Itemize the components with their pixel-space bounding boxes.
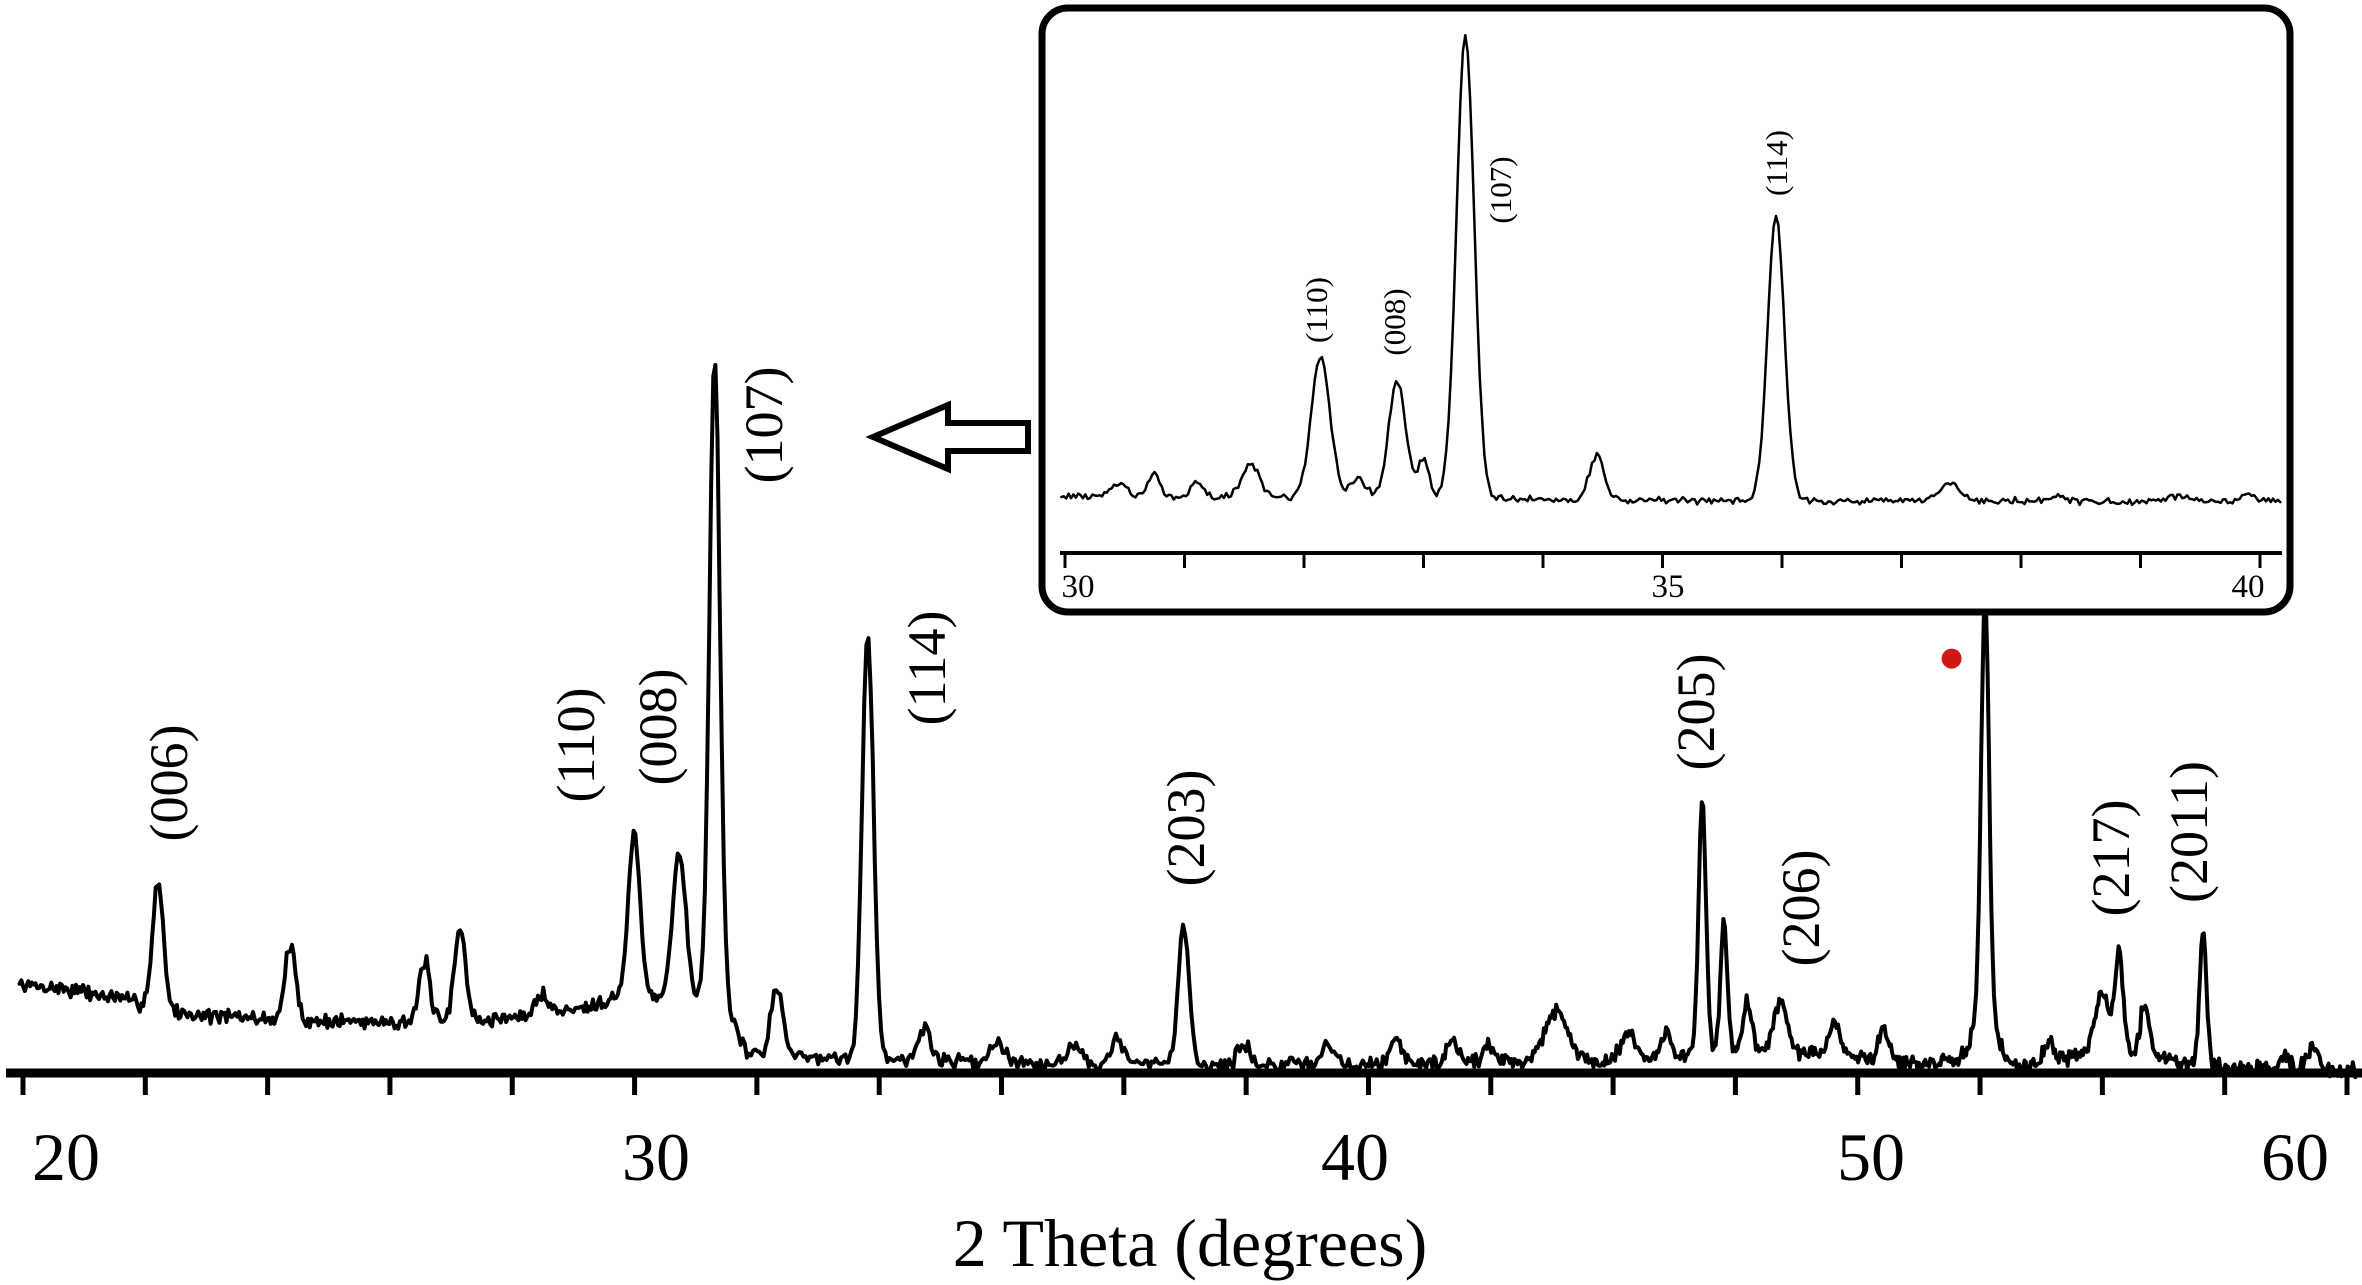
- x-axis-tick-label: 20: [32, 1119, 100, 1195]
- inset-x-axis-tick-label: 35: [1652, 569, 1685, 605]
- peak-label-203: (203): [1156, 770, 1216, 887]
- x-axis-tick-label: 30: [622, 1119, 690, 1195]
- peak-label-114: (114): [897, 611, 957, 726]
- inset-x-axis-tick-labels: 30 35 40: [1062, 569, 2265, 605]
- inset-x-axis-tick-label: 40: [2232, 569, 2265, 605]
- inset-peak-label-107: (107): [1483, 156, 1518, 223]
- xrd-main-trace: [17, 362, 2362, 1080]
- x-axis-ticks: [20, 1077, 2350, 1095]
- inset-peak-label-110: (110): [1299, 277, 1334, 343]
- peak-label-217: (217): [2081, 800, 2141, 917]
- impurity-marker-dot: [1941, 648, 1962, 669]
- x-axis-tick-label: 60: [2261, 1119, 2329, 1195]
- inset-peak-labels: (110) (008) (107) (114): [1299, 130, 1794, 356]
- x-axis-tick-label: 50: [1837, 1119, 1905, 1195]
- xrd-inset-trace: [1060, 33, 2282, 507]
- inset-x-axis-tick-label: 30: [1062, 569, 1095, 605]
- peak-label-107: (107): [734, 367, 794, 484]
- x-axis-title: 2 Theta (degrees): [953, 1205, 1428, 1281]
- inset-panel: 30 35 40 (110) (008) (107) (114): [1038, 4, 2294, 616]
- peak-label-206: (206): [1771, 850, 1831, 967]
- inset-pointer-arrow-icon: [865, 400, 1031, 474]
- inset-peak-label-008: (008): [1377, 288, 1412, 355]
- peak-label-205: (205): [1666, 654, 1726, 771]
- main-plot: 20 30 40 50 60 2 Theta (degrees) (006) (110)(…: [6, 362, 2362, 1281]
- peak-label-006: (006): [139, 725, 199, 842]
- inset-box: [1038, 4, 2294, 616]
- x-axis-tick-labels: 20 30 40 50 60: [32, 1119, 2329, 1195]
- peak-label-008: (008): [628, 669, 688, 786]
- main-peak-labels: (006) (110) (008) (107) (114) (203) (205) (206)…: [139, 367, 2219, 967]
- peak-label-2011: (2011): [2159, 761, 2219, 903]
- peak-label-110: (110): [546, 688, 606, 803]
- inset-x-axis-ticks: [1063, 553, 2262, 568]
- x-axis-tick-label: 40: [1321, 1119, 1389, 1195]
- inset-peak-label-114: (114): [1759, 130, 1794, 196]
